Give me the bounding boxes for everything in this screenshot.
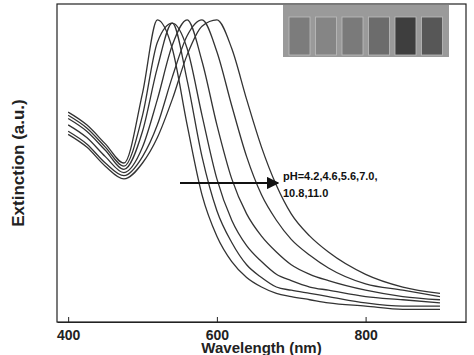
- x-axis-title: Wavelength (nm): [201, 339, 321, 355]
- spectrum-line: [68, 20, 440, 293]
- spectrum-line: [68, 20, 440, 300]
- annotation-line: pH=4.2,4.6,5.6,7.0,: [283, 170, 377, 182]
- spectrum-line: [68, 20, 440, 297]
- chart: 400600800Wavelength (nm) Extinction (a.u.…: [0, 0, 474, 355]
- cuvette: [342, 17, 363, 55]
- x-tick-mark: [68, 317, 69, 322]
- x-tick-label: 800: [354, 327, 378, 343]
- annotation-arrow: [180, 182, 278, 184]
- cuvette: [316, 17, 337, 55]
- cuvette: [395, 17, 416, 55]
- inset-background: [283, 5, 449, 57]
- x-tick: 400: [57, 317, 81, 343]
- spectrum-line: [68, 20, 440, 309]
- x-tick-label: 400: [57, 327, 81, 343]
- x-axis-line: [58, 322, 467, 323]
- cuvette: [369, 17, 390, 55]
- x-tick-mark: [217, 317, 218, 322]
- x-tick-mark: [366, 317, 367, 322]
- plot-frame: [57, 4, 466, 322]
- spectrum-line: [68, 23, 440, 306]
- spectrum-line: [68, 23, 440, 303]
- y-axis-title: Extinction (a.u.): [9, 99, 28, 227]
- annotation-line: 10.8,11.0: [283, 187, 328, 199]
- x-tick: 800: [354, 317, 378, 343]
- plot: 400600800: [57, 4, 467, 343]
- annotation: pH=4.2,4.6,5.6,7.0, 10.8,11.0: [283, 170, 377, 199]
- cuvette: [422, 17, 443, 55]
- cuvette: [289, 17, 310, 55]
- inset-photo: [283, 5, 449, 57]
- series-group: [68, 20, 440, 309]
